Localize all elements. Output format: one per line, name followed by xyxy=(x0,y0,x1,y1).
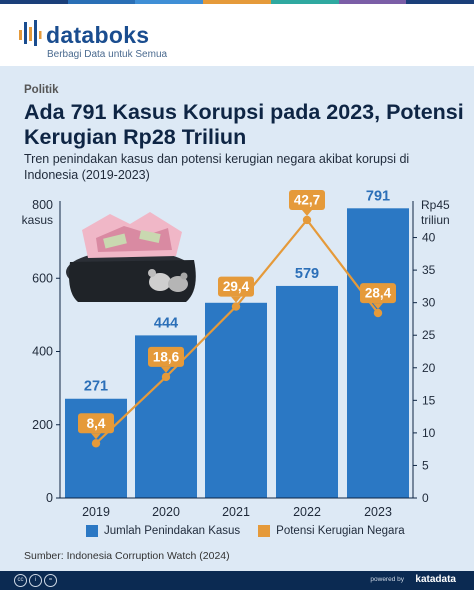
line-value-label: 8,4 xyxy=(87,416,106,431)
line-label-box xyxy=(218,276,254,297)
right-tick-label: 0 xyxy=(422,491,429,505)
x-tick-label: 2023 xyxy=(364,505,392,519)
brand-tagline: Berbagi Data untuk Semua xyxy=(47,49,168,60)
header-bar: databoks Berbagi Data untuk Semua xyxy=(0,4,474,66)
right-axis-unit-value: Rp45 xyxy=(421,198,450,212)
legend-item-line: Potensi Kerugian Negara xyxy=(258,525,405,537)
legend-item-bar: Jumlah Penindakan Kasus xyxy=(86,525,240,537)
right-tick-label: 30 xyxy=(422,296,436,310)
x-tick-label: 2020 xyxy=(152,505,180,519)
legend-label-line: Potensi Kerugian Negara xyxy=(276,525,405,537)
line-label-box xyxy=(78,413,114,434)
line-label-pointer xyxy=(302,209,312,216)
line-series: 8,4 18,6 29,4 42,7 28,4 xyxy=(78,189,396,448)
line-label-box xyxy=(360,283,396,304)
line-label-pointer xyxy=(373,303,383,310)
creative-commons-icons: cc i = xyxy=(14,574,59,587)
page-title: Ada 791 Kasus Korupsi pada 2023, Potensi… xyxy=(24,100,464,149)
legend-swatch-line xyxy=(258,525,271,537)
x-axis: 2019 2020 2021 2022 2023 xyxy=(60,497,413,519)
legend: Jumlah Penindakan Kasus Potensi Kerugian… xyxy=(86,525,423,537)
bar-value-label: 579 xyxy=(295,266,319,282)
line-point-2021 xyxy=(231,302,241,311)
money-bag-illustration xyxy=(66,212,196,302)
nd-icon: = xyxy=(44,574,57,587)
bar-value-label: 791 xyxy=(366,188,390,204)
left-axis-unit-value: 800 xyxy=(32,198,53,212)
line-point-2019 xyxy=(91,439,101,448)
line-label-pointer xyxy=(91,433,101,440)
x-tick-label: 2021 xyxy=(222,505,250,519)
bar-2023 xyxy=(347,208,409,498)
cc-icon: cc xyxy=(14,574,27,587)
x-tick-label: 2022 xyxy=(293,505,321,519)
bar-2021 xyxy=(205,302,267,498)
left-tick-label: 400 xyxy=(32,345,53,359)
legend-label-bar: Jumlah Penindakan Kasus xyxy=(104,525,241,537)
stripe-segment xyxy=(135,0,204,4)
stripe-segment xyxy=(67,0,136,4)
line-value-label: 18,6 xyxy=(153,349,180,364)
line-value-label: 42,7 xyxy=(294,192,320,207)
line-label-pointer xyxy=(161,366,171,373)
bar-value-label: 444 xyxy=(154,315,178,331)
stripe-segment xyxy=(0,0,68,4)
right-tick-label: 25 xyxy=(422,328,436,342)
line-point-2023 xyxy=(373,308,383,318)
line-value-label: 28,4 xyxy=(365,286,392,301)
footer-bar: cc i = powered by katadata xyxy=(0,571,474,590)
right-tick-label: 15 xyxy=(422,393,436,407)
databoks-logo-icon xyxy=(19,20,42,46)
line-point-2022 xyxy=(302,215,312,225)
line-label-box xyxy=(289,189,325,210)
page-subtitle: Tren penindakan kasus dan potensi kerugi… xyxy=(24,152,410,182)
right-tick-label: 20 xyxy=(422,361,436,375)
x-tick-label: 2019 xyxy=(82,505,110,519)
by-icon: i xyxy=(29,574,42,587)
bar-value-label: 271 xyxy=(84,379,108,395)
powered-by-label: powered by xyxy=(370,576,404,583)
stripe-segment xyxy=(270,0,339,4)
katadata-logo: katadata xyxy=(415,574,456,585)
top-color-stripe xyxy=(0,0,474,4)
right-tick-label: 5 xyxy=(422,458,429,472)
source-note: Sumber: Indonesia Corruption Watch (2024… xyxy=(24,550,230,562)
right-tick-label: 35 xyxy=(422,263,436,277)
line-label-pointer xyxy=(231,296,241,303)
right-axis-unit-label: triliun xyxy=(421,213,450,227)
legend-swatch-bar xyxy=(86,525,98,537)
line-value-label: 29,4 xyxy=(223,279,250,294)
right-tick-label: 10 xyxy=(422,426,436,440)
stripe-segment xyxy=(338,0,407,4)
left-tick-label: 0 xyxy=(46,491,53,505)
left-tick-label: 200 xyxy=(32,418,53,432)
left-tick-label: 600 xyxy=(32,271,53,285)
stripe-segment xyxy=(406,0,474,4)
stripe-segment xyxy=(203,0,271,4)
brand-name: databoks xyxy=(46,22,150,48)
right-tick-label: 40 xyxy=(422,231,436,245)
left-axis-unit-label: kasus xyxy=(22,213,53,227)
bar-2022 xyxy=(276,285,338,498)
line-point-2020 xyxy=(161,372,171,382)
line-label-box xyxy=(148,346,184,367)
category-label: Politik xyxy=(24,84,59,96)
